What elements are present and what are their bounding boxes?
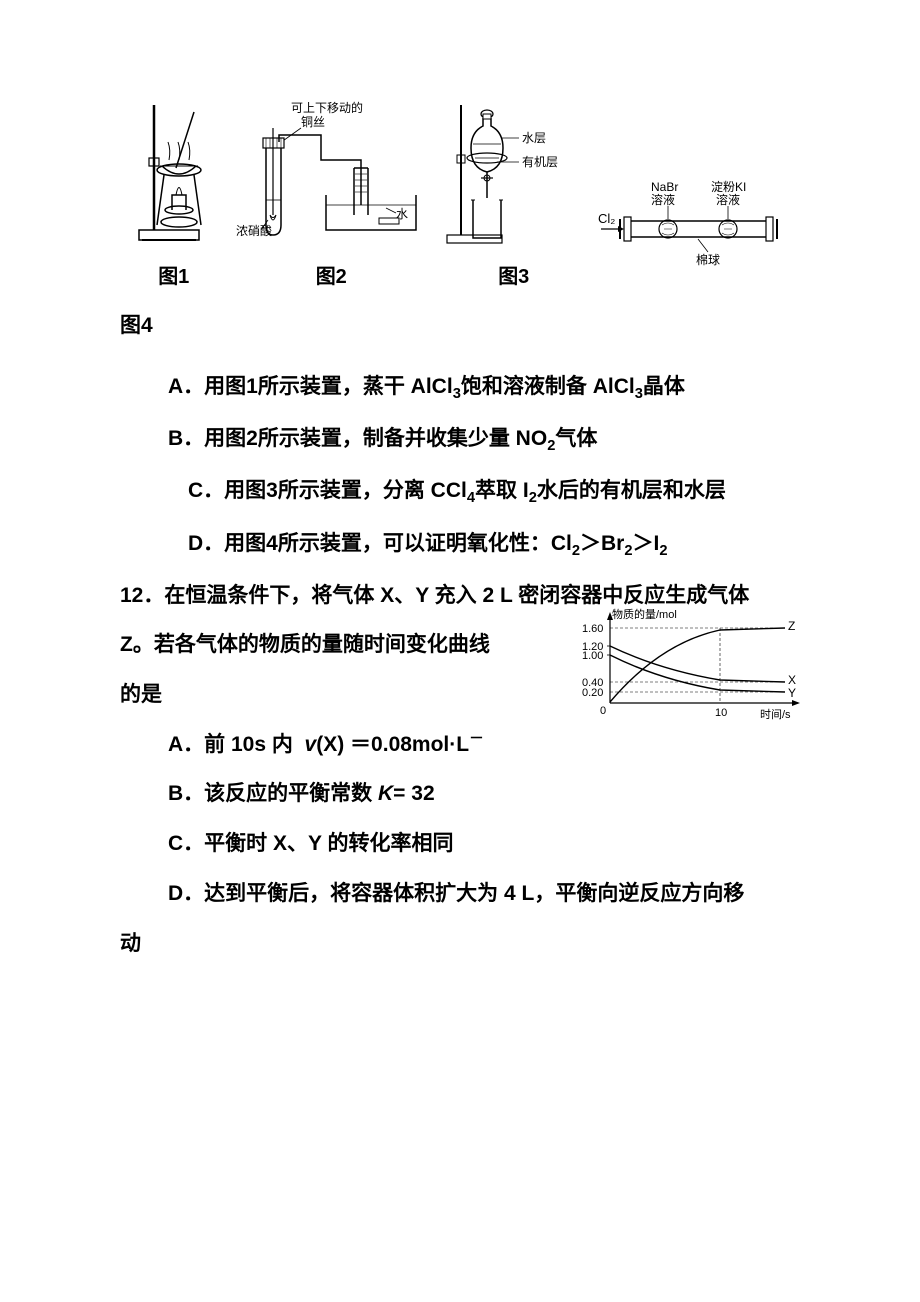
series-y-label: Y bbox=[788, 686, 796, 700]
q11-option-d: D．用图4所示装置，可以证明氧化性：Cl2＞Br2＞I2 bbox=[188, 526, 800, 564]
fig4-nabr1: NaBr bbox=[651, 180, 678, 194]
ytick-5: 0.20 bbox=[582, 687, 603, 699]
fig3-svg: 水层 有机层 bbox=[439, 100, 589, 250]
fig1-label: 图1 bbox=[124, 260, 224, 289]
ytick-3: 1.00 bbox=[582, 650, 603, 662]
fig2-acid-label: 浓硝酸 bbox=[236, 223, 272, 238]
xtick-1: 10 bbox=[715, 707, 727, 719]
chart-xlabel: 时间/s bbox=[760, 708, 791, 721]
fig1-svg bbox=[124, 100, 224, 250]
fig3-label: 图3 bbox=[439, 260, 589, 289]
fig2-svg: 可上下移动的 铜丝 浓硝酸 bbox=[231, 100, 431, 250]
fig2-water-label: 水 bbox=[396, 207, 408, 221]
fig4-cl2: Cl₂ bbox=[598, 211, 615, 226]
q12-option-d: D．达到平衡后，将容器体积扩大为 4 L，平衡向逆反应方向移 bbox=[168, 876, 800, 912]
question-12: 12．在恒温条件下，将气体 X、Y 充入 2 L 密闭容器中反应生成气体 Z。若… bbox=[120, 578, 800, 962]
fig4-label: 图4 bbox=[120, 309, 800, 339]
q11-option-a: A．用图1所示装置，蒸干 AlCl3饱和溶液制备 AlCl3晶体 bbox=[168, 369, 800, 407]
q11-option-c: C．用图3所示装置，分离 CCl4萃取 I2水后的有机层和水层 bbox=[188, 473, 800, 511]
q12-option-b: B．该反应的平衡常数 K= 32 bbox=[168, 776, 800, 812]
fig4-ki2: 溶液 bbox=[716, 192, 740, 207]
figure-2: 可上下移动的 铜丝 浓硝酸 bbox=[231, 100, 431, 289]
figures-row: 图1 可上下移动的 铜丝 浓硝酸 bbox=[120, 100, 800, 289]
q11-option-b: B．用图2所示装置，制备并收集少量 NO2气体 bbox=[168, 421, 800, 459]
series-x-label: X bbox=[788, 673, 796, 687]
origin-label: 0 bbox=[600, 705, 606, 717]
q12-option-c: C．平衡时 X、Y 的转化率相同 bbox=[168, 826, 800, 862]
fig4-svg: NaBr 溶液 淀粉KI 溶液 Cl₂ bbox=[596, 179, 796, 279]
q12-chart: 物质的量/mol 1.60 1.20 1.00 0.40 0.20 0 10 时… bbox=[560, 608, 820, 738]
figure-4: NaBr 溶液 淀粉KI 溶液 Cl₂ bbox=[596, 179, 796, 289]
fig4-ki1: 淀粉KI bbox=[711, 180, 746, 194]
chart-ylabel: 物质的量/mol bbox=[612, 608, 677, 621]
fig3-organic-label: 有机层 bbox=[522, 155, 558, 169]
figure-3: 水层 有机层 图3 bbox=[439, 100, 589, 289]
q12-option-d2: 动 bbox=[120, 926, 800, 962]
fig4-nabr2: 溶液 bbox=[651, 192, 675, 207]
fig2-label: 图2 bbox=[231, 260, 431, 289]
fig3-aqueous-label: 水层 bbox=[522, 131, 546, 145]
fig2-annotation1: 可上下移动的 bbox=[291, 100, 363, 115]
ytick-1: 1.60 bbox=[582, 623, 603, 635]
fig2-annotation2: 铜丝 bbox=[301, 114, 325, 129]
figure-1: 图1 bbox=[124, 100, 224, 289]
series-z-label: Z bbox=[788, 619, 795, 633]
fig4-cotton: 棉球 bbox=[696, 253, 720, 267]
